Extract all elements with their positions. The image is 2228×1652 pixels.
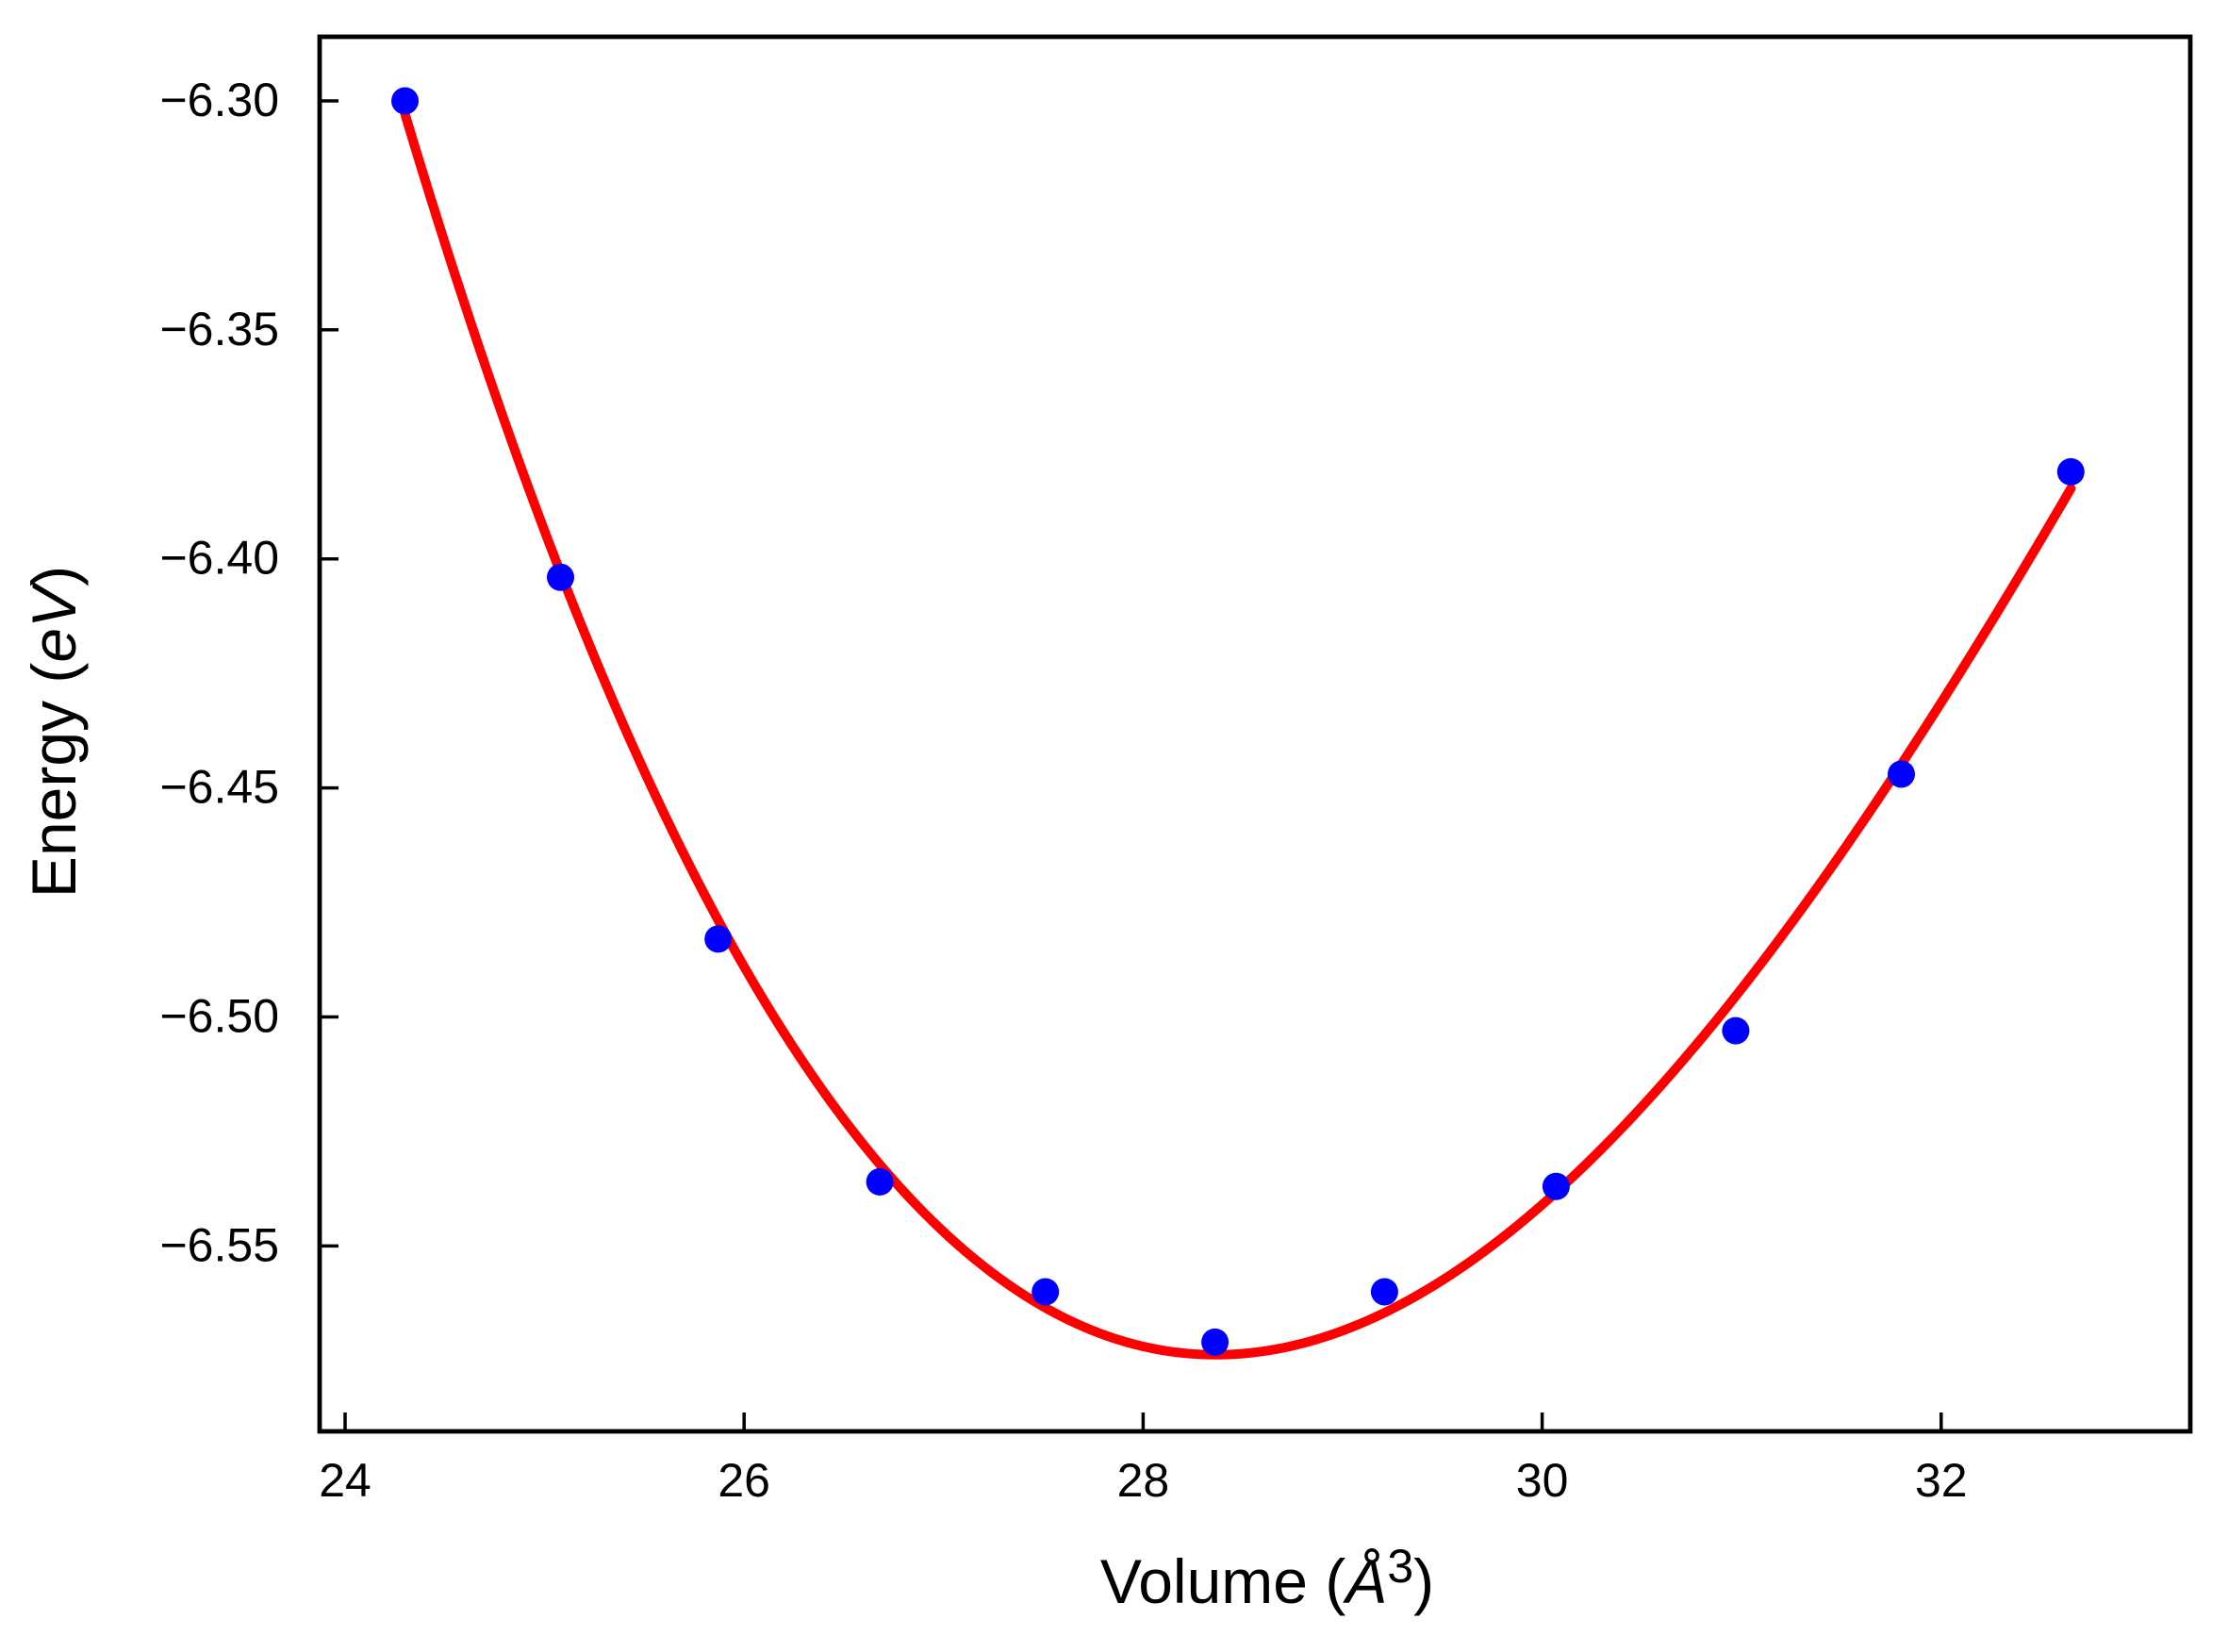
- svg-text:Volume (Å3): Volume (Å3): [1100, 1540, 1434, 1616]
- svg-text:30: 30: [1516, 1454, 1569, 1507]
- svg-text:−6.45: −6.45: [159, 761, 279, 814]
- svg-text:−6.35: −6.35: [159, 303, 279, 355]
- svg-text:−6.30: −6.30: [159, 74, 279, 126]
- svg-text:−6.55: −6.55: [159, 1218, 279, 1271]
- svg-text:26: 26: [718, 1454, 770, 1507]
- svg-text:32: 32: [1915, 1454, 1968, 1507]
- svg-text:24: 24: [319, 1454, 371, 1507]
- svg-text:Energy (eV): Energy (eV): [19, 566, 89, 898]
- svg-text:−6.40: −6.40: [159, 532, 279, 585]
- svg-text:−6.50: −6.50: [159, 990, 279, 1043]
- svg-text:28: 28: [1117, 1454, 1170, 1507]
